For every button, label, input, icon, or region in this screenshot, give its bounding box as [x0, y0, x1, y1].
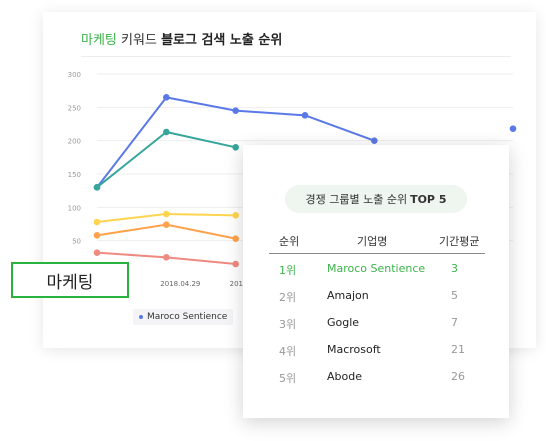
row-rank: 4위: [279, 345, 297, 358]
legend-dot: [139, 315, 143, 319]
table-header: 순위 기업명 기간평균: [269, 233, 485, 254]
series-point: [232, 107, 239, 114]
row-rank: 5위: [279, 372, 297, 385]
table-row[interactable]: 2위 Amajon 5: [269, 289, 485, 305]
series-point: [163, 254, 170, 261]
top5-card: 경쟁 그룹별 노출 순위 TOP 5 순위 기업명 기간평균 1위 Maroco…: [243, 145, 509, 418]
top5-title: 경쟁 그룹별 노출 순위 TOP 5: [285, 185, 467, 213]
series-point: [93, 184, 101, 191]
row-rank: 3위: [279, 318, 297, 331]
series-point: [232, 235, 239, 242]
row-rank: 2위: [279, 291, 297, 304]
chart-title: 마케팅 키워드 블로그 검색 노출 순위: [81, 29, 282, 48]
table-row[interactable]: 3위 Gogle 7: [269, 316, 485, 332]
series-point: [93, 218, 101, 226]
series-point: [93, 249, 101, 256]
table-row[interactable]: 5위 Abode 26: [269, 370, 485, 386]
row-name: Abode: [327, 370, 362, 383]
y-tick-label: 200: [68, 138, 81, 146]
y-tick-label: 150: [68, 171, 81, 179]
x-tick-label: 2018.04.29: [160, 280, 200, 288]
row-name: Macrosoft: [327, 343, 381, 356]
series-point: [509, 125, 517, 132]
row-avg: 7: [451, 316, 458, 329]
y-tick-label: 250: [68, 104, 81, 112]
header-rank: 순위: [279, 235, 300, 248]
table-row[interactable]: 4위 Macrosoft 21: [269, 343, 485, 359]
y-tick-label: 100: [68, 204, 81, 212]
header-name: 기업명: [357, 235, 388, 248]
row-name: Maroco Sentience: [327, 262, 426, 275]
series-point: [163, 210, 170, 218]
y-tick-label: 300: [68, 71, 81, 79]
series-point: [163, 221, 170, 228]
marketing-tag-label: 마케팅: [46, 272, 94, 293]
series-point: [232, 144, 239, 151]
series-point: [163, 94, 170, 101]
row-name: Gogle: [327, 316, 360, 329]
chart-title-sub: 키워드: [121, 33, 157, 48]
top5-title-text: 경쟁 그룹별 노출 순위: [305, 193, 408, 206]
series-point: [93, 232, 101, 239]
row-name: Amajon: [327, 289, 369, 302]
series-point: [163, 128, 170, 136]
y-tick-label: 50: [72, 238, 81, 246]
table-row[interactable]: 1위 Maroco Sentience 3: [269, 262, 485, 278]
series-point: [301, 112, 309, 119]
legend-item-maroco[interactable]: Maroco Sentience: [133, 309, 234, 325]
row-avg: 26: [451, 370, 465, 383]
series-point: [232, 260, 239, 268]
header-avg: 기간평균: [439, 235, 480, 248]
chart-title-main: 블로그 검색 노출 순위: [161, 33, 283, 48]
row-avg: 21: [451, 343, 465, 356]
series-point: [371, 137, 378, 144]
row-avg: 5: [451, 289, 458, 302]
marketing-tag: 마케팅: [11, 262, 129, 298]
row-avg: 3: [451, 262, 458, 275]
top5-title-bold: TOP 5: [410, 192, 447, 206]
title-divider: [81, 56, 511, 57]
legend-label: Maroco Sentience: [147, 312, 228, 322]
chart-title-keyword: 마케팅: [81, 33, 117, 48]
row-rank: 1위: [279, 264, 297, 277]
series-point: [232, 212, 239, 219]
